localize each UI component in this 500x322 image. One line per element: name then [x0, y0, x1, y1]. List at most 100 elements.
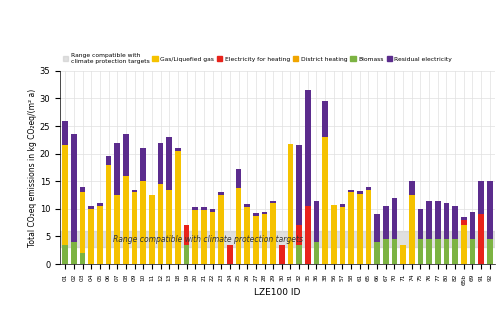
Bar	[201, 210, 206, 264]
Bar	[314, 201, 320, 242]
Bar	[296, 245, 302, 264]
Bar	[418, 239, 424, 264]
Bar	[123, 176, 128, 264]
Bar	[201, 207, 206, 210]
Bar	[253, 216, 258, 264]
Bar	[383, 206, 388, 239]
Bar	[184, 245, 190, 264]
Bar	[62, 245, 68, 264]
Bar	[322, 137, 328, 264]
Bar	[314, 242, 320, 264]
Bar	[487, 181, 492, 239]
Bar	[88, 209, 94, 264]
Bar	[244, 207, 250, 264]
Y-axis label: Total CO₂eq emissions in kg CO₂eq/(m² a): Total CO₂eq emissions in kg CO₂eq/(m² a)	[28, 88, 37, 247]
Bar	[305, 206, 310, 264]
Bar	[97, 203, 102, 206]
Bar	[470, 239, 476, 264]
Bar	[392, 239, 398, 264]
Bar	[175, 151, 180, 264]
Bar	[279, 245, 284, 264]
Bar	[348, 192, 354, 264]
Bar	[487, 239, 492, 264]
Bar	[140, 148, 146, 181]
Bar	[158, 143, 164, 184]
Bar	[288, 144, 294, 264]
Bar	[71, 242, 76, 264]
Bar	[106, 165, 112, 264]
Bar	[296, 225, 302, 245]
Bar	[270, 201, 276, 203]
Bar	[236, 169, 242, 188]
Bar	[366, 187, 372, 190]
Bar	[270, 203, 276, 264]
Bar	[426, 239, 432, 264]
Bar	[470, 212, 476, 239]
Bar	[435, 239, 440, 264]
Bar	[452, 206, 458, 239]
Bar	[244, 204, 250, 207]
Bar	[461, 217, 466, 220]
Bar	[357, 191, 362, 194]
Bar	[158, 184, 164, 264]
Bar	[305, 90, 310, 206]
Bar	[262, 212, 268, 214]
Bar	[452, 239, 458, 264]
Bar	[461, 220, 466, 225]
Bar	[331, 205, 336, 264]
Text: Range compatible with climate protection targets: Range compatible with climate protection…	[113, 235, 303, 244]
Bar	[114, 143, 120, 195]
Bar	[166, 137, 172, 190]
Bar	[192, 207, 198, 210]
Bar	[400, 245, 406, 264]
Bar	[253, 213, 258, 216]
X-axis label: LZE100 ID: LZE100 ID	[254, 288, 300, 297]
Bar	[140, 181, 146, 264]
Legend: Range compatible with
climate protection targets, Gas/Liquefied gas, Electricity: Range compatible with climate protection…	[63, 53, 452, 64]
Bar	[175, 148, 180, 151]
Bar	[340, 207, 345, 264]
Bar	[478, 214, 484, 264]
Bar	[435, 201, 440, 239]
Bar	[114, 195, 120, 264]
Bar	[374, 242, 380, 264]
Bar	[218, 192, 224, 195]
Bar	[409, 181, 414, 195]
Bar	[106, 156, 112, 165]
Bar	[62, 120, 68, 145]
Bar	[383, 239, 388, 264]
Bar	[97, 206, 102, 264]
Bar	[366, 190, 372, 264]
Bar	[227, 245, 232, 264]
Bar	[444, 239, 450, 264]
Bar	[348, 190, 354, 192]
Bar	[461, 225, 466, 264]
Bar	[210, 209, 216, 212]
Bar	[296, 145, 302, 225]
Bar	[60, 231, 495, 248]
Bar	[80, 192, 86, 253]
Bar	[218, 195, 224, 264]
Bar	[88, 206, 94, 209]
Bar	[357, 194, 362, 264]
Bar	[392, 198, 398, 239]
Bar	[192, 210, 198, 264]
Bar	[80, 253, 86, 264]
Bar	[236, 188, 242, 264]
Bar	[132, 192, 138, 264]
Bar	[478, 181, 484, 214]
Bar	[322, 101, 328, 137]
Bar	[418, 209, 424, 239]
Bar	[444, 203, 450, 239]
Bar	[166, 190, 172, 264]
Bar	[80, 187, 86, 192]
Bar	[374, 214, 380, 242]
Bar	[340, 204, 345, 207]
Bar	[409, 195, 414, 264]
Bar	[123, 134, 128, 176]
Bar	[62, 145, 68, 245]
Bar	[71, 134, 76, 242]
Bar	[210, 212, 216, 264]
Bar	[426, 201, 432, 239]
Bar	[262, 214, 268, 264]
